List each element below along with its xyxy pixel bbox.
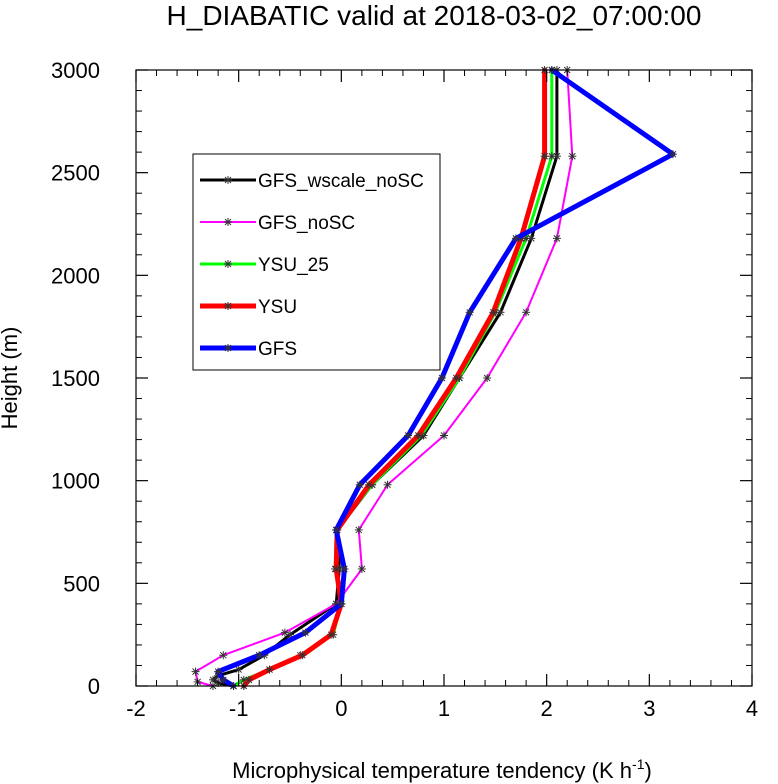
data-point: [234, 665, 243, 674]
legend-label: GFS_wscale_noSC: [258, 171, 424, 192]
x-axis-label: Microphysical temperature tendency (K h-…: [232, 756, 652, 783]
data-point: [332, 564, 341, 573]
data-point: [219, 675, 228, 684]
data-point: [301, 628, 310, 637]
data-point: [337, 599, 346, 608]
x-tick-label: -1: [229, 696, 249, 721]
data-point: [465, 308, 474, 317]
y-axis-label: Height (m): [0, 327, 22, 430]
data-point: [568, 152, 577, 161]
legend-item-gfs-wscale-nosc: GFS_wscale_noSC: [200, 171, 424, 192]
data-point: [452, 374, 461, 382]
x-axis-label-end: ): [644, 758, 651, 783]
data-point: [214, 667, 223, 676]
legend-label: YSU: [258, 297, 297, 318]
data-point: [522, 308, 531, 317]
legend-item-ysu-25: YSU_25: [200, 255, 329, 276]
legend-item-gfs-nosc: GFS_noSC: [200, 213, 355, 234]
y-tick-label: 1500: [51, 366, 100, 391]
legend-marker: [224, 302, 232, 310]
legend-item-ysu: YSU: [200, 297, 297, 318]
y-tick-label: 2500: [51, 161, 100, 186]
legend-box: [192, 153, 441, 371]
y-tick-label: 1000: [51, 469, 100, 494]
data-point: [414, 431, 423, 440]
data-point: [668, 150, 677, 159]
data-point: [540, 152, 549, 161]
data-point: [327, 630, 336, 639]
data-point: [219, 651, 228, 660]
x-tick-label: -2: [126, 696, 146, 721]
chart-title: H_DIABATIC valid at 2018-03-02_07:00:00: [167, 0, 702, 31]
data-point: [357, 564, 366, 573]
x-tick-label: 3: [643, 696, 655, 721]
data-point: [547, 152, 556, 161]
legend-label: GFS: [258, 339, 297, 360]
legend-marker: [224, 176, 232, 184]
data-point: [511, 234, 520, 243]
y-tick-label: 2000: [51, 263, 100, 288]
data-point: [365, 480, 374, 489]
data-point: [440, 431, 448, 440]
axis-ticks: -2 -1 0 1 2 3 4 0 500 1000 1500 2000 2500 3000: [51, 58, 758, 721]
data-point: [340, 564, 349, 573]
data-point: [280, 628, 289, 637]
legend-item-gfs: GFS: [200, 339, 297, 360]
data-point: [244, 675, 253, 684]
x-tick-label: 2: [541, 696, 553, 721]
y-tick-label: 3000: [51, 58, 100, 83]
data-point: [298, 651, 307, 660]
legend-label: GFS_noSC: [258, 213, 355, 234]
data-point: [404, 431, 413, 440]
data-point: [483, 374, 492, 382]
data-point: [437, 374, 446, 382]
y-tick-label: 0: [88, 674, 100, 699]
legend-marker: [224, 218, 232, 226]
data-point: [355, 480, 364, 489]
data-point: [191, 667, 200, 676]
y-tick-label: 500: [63, 571, 100, 596]
data-point: [332, 525, 341, 534]
data-point: [265, 665, 274, 674]
x-tick-label: 1: [438, 696, 450, 721]
x-axis-label-superscript: -1: [632, 756, 645, 772]
data-point: [383, 480, 392, 489]
data-point: [354, 525, 363, 534]
data-point: [489, 308, 498, 317]
legend-marker: [224, 260, 232, 268]
data-point: [209, 675, 217, 684]
data-point: [255, 651, 264, 660]
data-point: [496, 308, 505, 317]
x-tick-label: 0: [335, 696, 347, 721]
legend-marker: [224, 344, 232, 352]
legend-label: YSU_25: [258, 255, 329, 276]
x-axis-label-main: Microphysical temperature tendency (K h: [232, 758, 632, 783]
x-tick-label: 4: [746, 696, 758, 721]
data-point: [552, 234, 561, 243]
legend: GFS_wscale_noSC GFS_noSC YSU_25 YSU GFS: [192, 153, 441, 371]
